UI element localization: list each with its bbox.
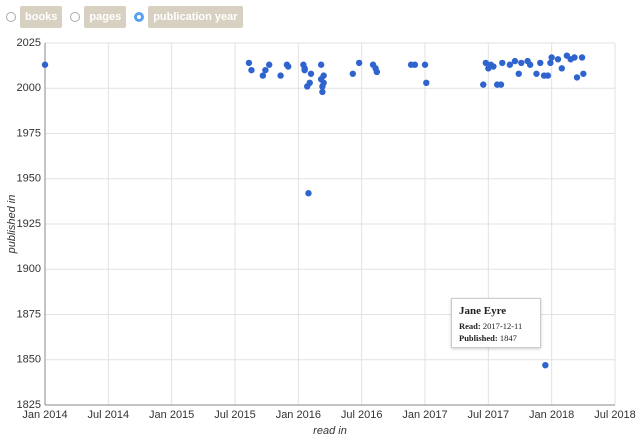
point [580,70,587,77]
point [423,79,430,87]
point [349,70,356,77]
radio-option[interactable]: pages [70,6,127,28]
y-tick-label: 2000 [17,82,41,94]
point [266,61,273,68]
point [499,59,506,67]
point [245,59,253,67]
point [533,70,540,77]
point [307,70,315,77]
tooltip: Jane Eyre Read: 2017-12-11 Published: 18… [451,298,541,348]
point [490,63,497,70]
tooltip-value: 2017-12-11 [482,321,523,331]
point [526,61,534,68]
y-tick-label: 1900 [17,263,41,275]
point [421,61,429,68]
x-tick-label: Jul 2017 [468,409,510,421]
tooltip-value: 1847 [499,333,517,343]
y-tick-label: 1975 [17,127,41,139]
point [320,79,327,87]
point [548,54,555,61]
point [547,59,554,67]
radio-option[interactable]: publication year [134,6,243,28]
tooltip-row: Published: 1847 [459,332,533,344]
point [571,54,578,61]
radio-label[interactable]: pages [84,6,127,28]
x-tick-label: Jan 2018 [529,409,574,421]
point [41,61,49,68]
x-tick-label: Jan 2017 [402,409,447,421]
radio-button[interactable] [134,12,145,22]
x-tick-label: Jan 2014 [22,409,67,421]
radio-button[interactable] [70,12,81,22]
radio-option[interactable]: books [6,6,63,28]
y-tick-label: 1925 [17,218,41,230]
x-tick-label: Jul 2016 [341,409,383,421]
point [301,66,308,74]
point [537,59,544,67]
point [411,61,419,68]
point [259,72,267,79]
point [305,190,312,197]
point [320,72,327,79]
x-tick-label: Jan 2015 [149,409,194,421]
controls: books pages publication year [6,6,243,28]
tooltip-label: Published: [459,333,498,343]
point [518,59,525,67]
point [554,56,562,63]
point [515,70,522,77]
x-tick-label: Jul 2014 [88,409,130,421]
point [262,66,269,74]
point [506,61,514,68]
point [578,54,586,61]
point [306,79,313,87]
radio-label[interactable]: books [20,6,63,28]
y-tick-label: 1950 [17,173,41,185]
point [373,68,381,76]
radio-button[interactable] [6,12,16,22]
x-axis-title: read in [313,425,347,437]
point [511,57,519,65]
point [542,361,549,369]
radio-label[interactable]: publication year [148,6,243,28]
point [355,59,363,67]
point [497,81,505,88]
tooltip-title: Jane Eyre [459,305,507,317]
point [573,74,581,81]
point [285,63,292,70]
tooltip-label: Read: [459,321,481,331]
y-tick-label: 1850 [17,354,41,366]
tooltip-row: Read: 2017-12-11 [459,320,533,332]
x-tick-label: Jan 2016 [276,409,321,421]
x-tick-label: Jul 2018 [594,409,636,421]
x-tick-label: Jul 2015 [214,409,256,421]
point [544,72,552,79]
point [482,59,489,67]
point [317,61,325,68]
y-tick-label: 1825 [17,399,41,411]
point [319,88,326,96]
y-tick-label: 2025 [17,37,41,49]
point [248,66,255,74]
y-tick-label: 1875 [17,308,41,320]
point [480,81,487,88]
y-axis-title: published in [6,195,18,255]
point [558,65,565,72]
point [277,72,284,79]
